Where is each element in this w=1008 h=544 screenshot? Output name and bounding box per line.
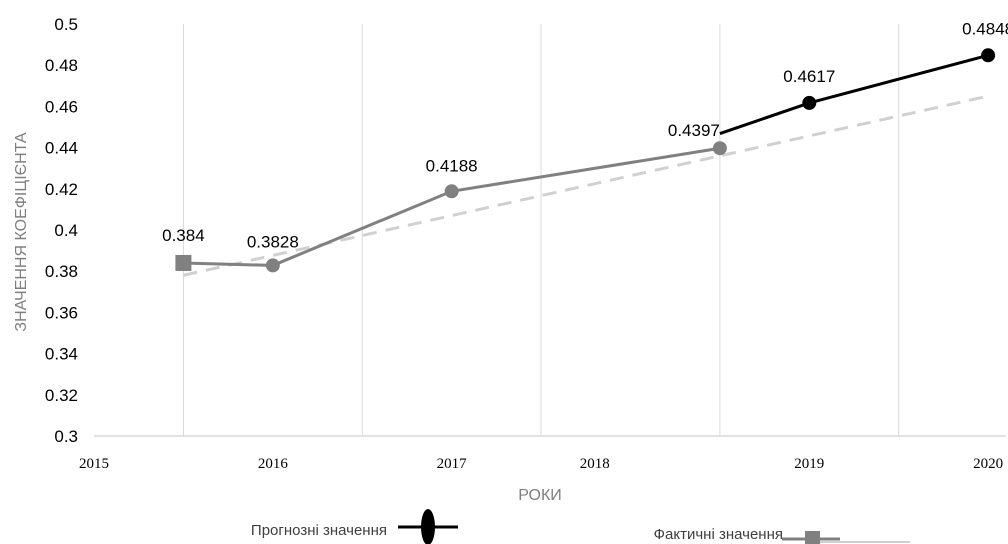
y-tick-label: 0.46 <box>45 97 78 116</box>
x-tick-label-2017: 2017 <box>437 456 468 472</box>
actual-series-line <box>183 146 721 267</box>
trend-line <box>183 94 989 277</box>
y-tick-label: 0.48 <box>45 56 78 75</box>
y-tick-label: 0.34 <box>45 345 78 364</box>
legend-swatch-actual <box>782 531 910 544</box>
y-tick-label: 0.3 <box>54 427 78 446</box>
point-marker-circle <box>265 258 280 273</box>
data-labels: 0.384 0.3828 0.4188 0.4397 0.4617 0.4848 <box>162 19 1008 251</box>
x-tick-label-2016: 2016 <box>258 456 289 472</box>
data-label: 0.384 <box>162 226 205 245</box>
series-layer <box>175 48 996 277</box>
data-label: 0.4188 <box>426 156 478 175</box>
x-axis: 2015 2016 2017 2018 2019 2020 <box>79 435 1006 472</box>
legend-item-actual: Фактичні значення <box>654 526 910 544</box>
x-tick-label-2015: 2015 <box>79 456 109 472</box>
forecast-series-line <box>719 53 989 136</box>
point-marker-circle <box>444 184 459 199</box>
legend-label-actual: Фактичні значення <box>654 526 783 543</box>
data-label: 0.4617 <box>783 67 835 86</box>
y-tick-label: 0.44 <box>45 139 78 158</box>
legend-label-forecast: Прогнозні значення <box>251 522 387 539</box>
x-tick-label-2018: 2018 <box>580 456 610 472</box>
x-axis-title: РОКИ <box>518 487 562 504</box>
y-tick-label: 0.4 <box>54 221 78 240</box>
point-marker-square <box>175 254 192 271</box>
y-tick-label: 0.36 <box>45 303 78 322</box>
point-marker-circle <box>981 48 996 63</box>
y-tick-label: 0.32 <box>45 386 78 405</box>
legend-item-forecast: Прогнозні значення <box>251 509 458 544</box>
grid-layer <box>182 24 900 436</box>
legend: Прогнозні значення Фактичні значення <box>251 509 910 544</box>
point-marker-circle <box>712 141 727 156</box>
x-tick-label-2020: 2020 <box>973 456 1003 472</box>
y-tick-label: 0.5 <box>54 15 78 34</box>
point-marker-circle <box>802 95 817 110</box>
data-label: 0.4848 <box>962 19 1008 38</box>
y-tick-label: 0.38 <box>45 262 78 281</box>
y-axis: 0.3 0.32 0.34 0.36 0.38 0.4 0.42 0.44 0.46 0.48 0.… <box>45 15 78 446</box>
data-label: 0.3828 <box>247 232 299 251</box>
legend-swatch-forecast <box>398 509 458 544</box>
data-label: 0.4397 <box>668 121 720 140</box>
x-tick-label-2019: 2019 <box>794 456 824 472</box>
y-tick-label: 0.42 <box>45 180 78 199</box>
y-axis-title: ЗНАЧЕННЯ КОЕФІЦІЄНТА <box>13 132 30 332</box>
